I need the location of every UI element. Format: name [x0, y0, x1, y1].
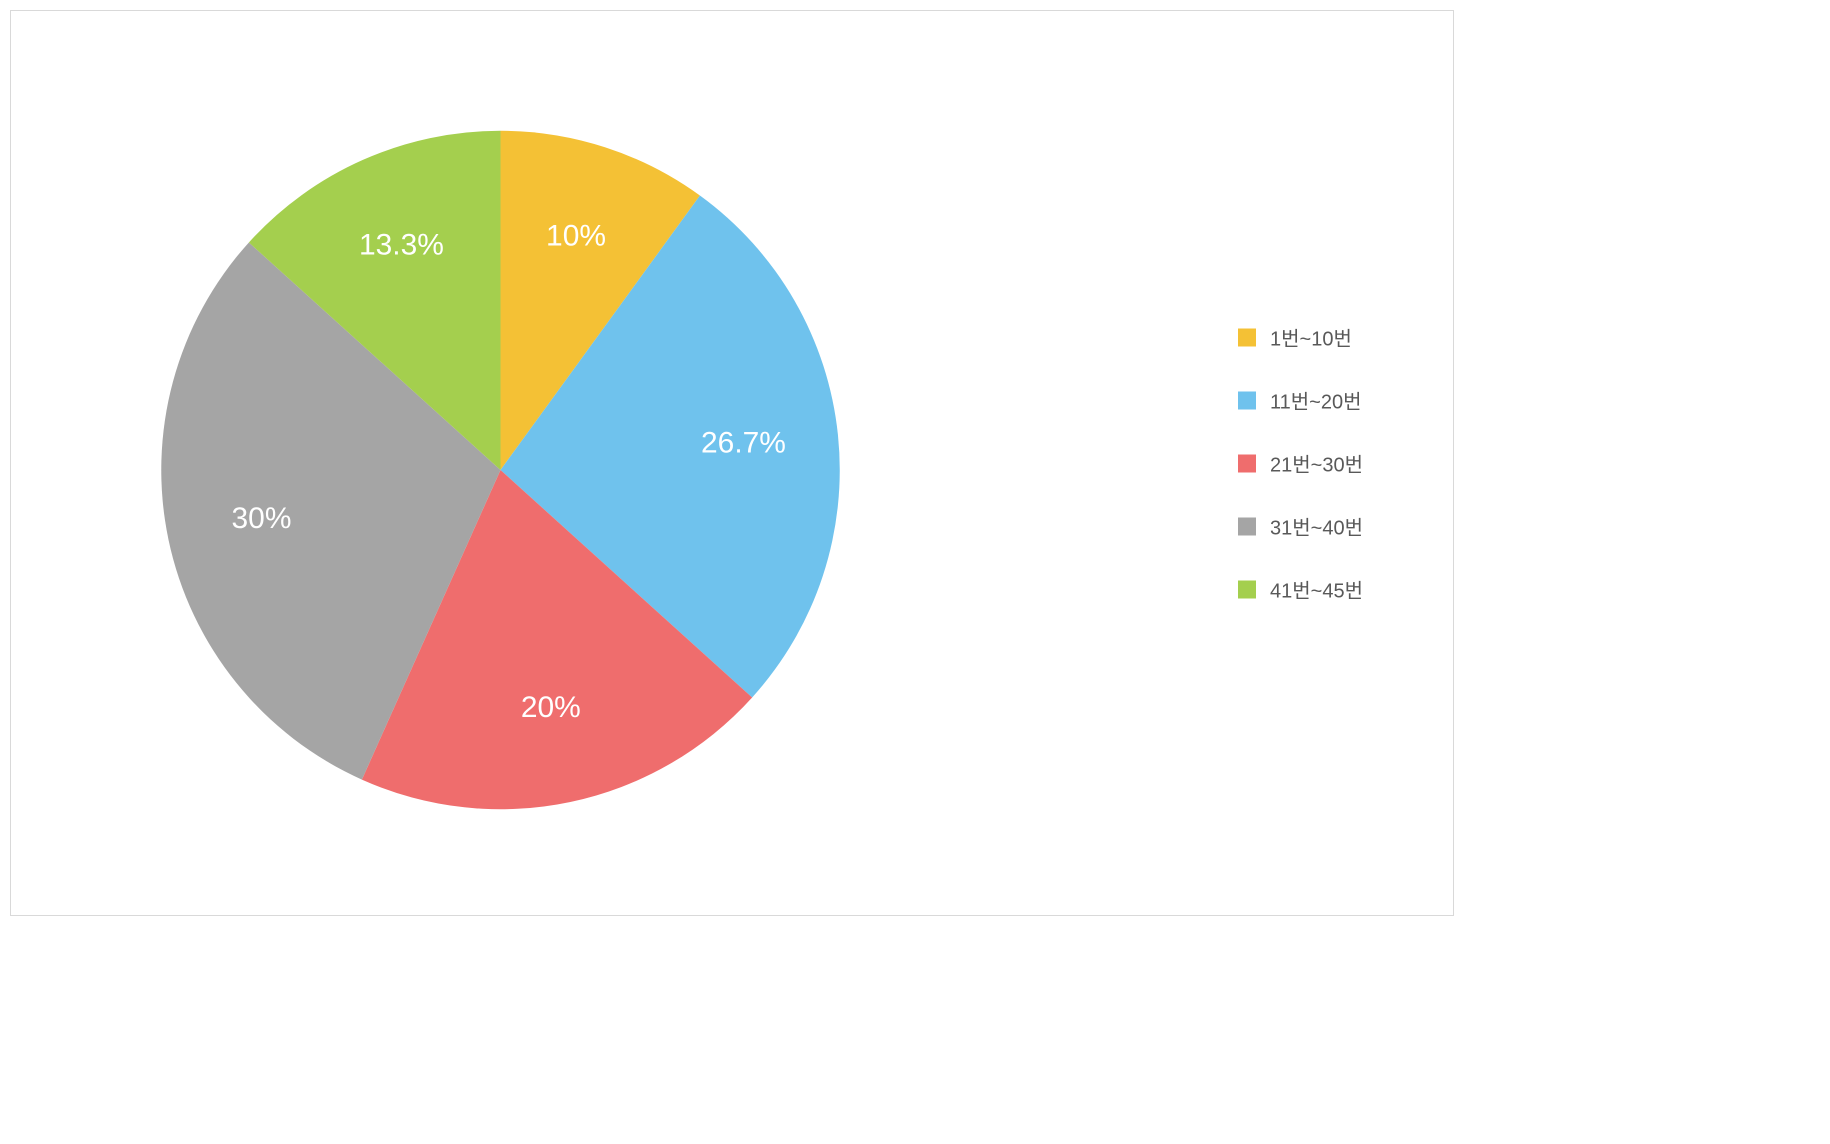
- legend-label: 21번~30번: [1270, 449, 1363, 478]
- pie-chart: 10% 26.7% 20% 30% 13.3%: [11, 11, 1453, 915]
- legend-swatch: [1238, 517, 1256, 535]
- slice-label: 30%: [232, 502, 292, 535]
- slice-label: 20%: [521, 691, 581, 724]
- legend-item: 1번~10번: [1238, 323, 1363, 352]
- chart-frame: 10% 26.7% 20% 30% 13.3% 1번~10번 11번~20번 21번~30번…: [10, 10, 1454, 916]
- slice-label: 10%: [546, 220, 606, 253]
- legend-swatch: [1238, 391, 1256, 409]
- legend-item: 21번~30번: [1238, 449, 1363, 478]
- legend-item: 11번~20번: [1238, 386, 1363, 415]
- legend: 1번~10번 11번~20번 21번~30번 31번~40번 41번~45번: [1238, 323, 1363, 604]
- legend-swatch: [1238, 580, 1256, 598]
- slice-label: 13.3%: [359, 229, 444, 262]
- legend-item: 41번~45번: [1238, 575, 1363, 604]
- legend-label: 31번~40번: [1270, 512, 1363, 541]
- legend-item: 31번~40번: [1238, 512, 1363, 541]
- legend-label: 1번~10번: [1270, 323, 1352, 352]
- legend-label: 41번~45번: [1270, 575, 1363, 604]
- legend-swatch: [1238, 328, 1256, 346]
- legend-label: 11번~20번: [1270, 386, 1362, 415]
- legend-swatch: [1238, 454, 1256, 472]
- slice-label: 26.7%: [701, 427, 786, 460]
